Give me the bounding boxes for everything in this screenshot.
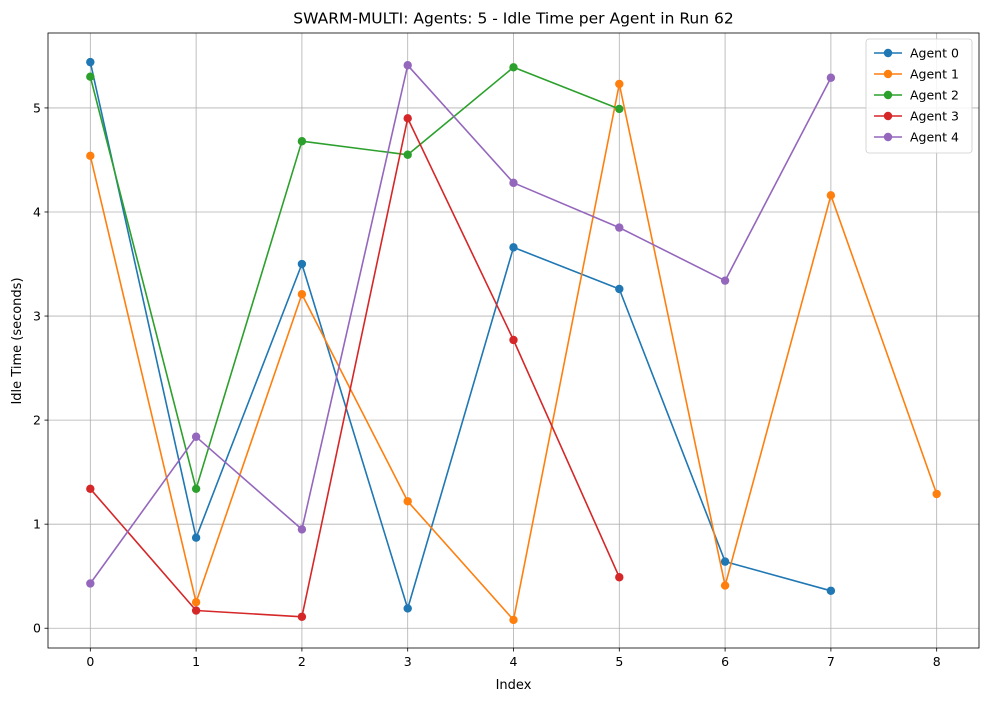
agent-0-point bbox=[509, 243, 518, 252]
agent-4-point bbox=[826, 73, 836, 82]
agent-0-point bbox=[826, 586, 836, 595]
series-agent-4 bbox=[86, 61, 836, 588]
y-tick-label: 3 bbox=[33, 309, 41, 324]
y-tick-label: 1 bbox=[33, 517, 41, 532]
agent-1-point bbox=[509, 615, 518, 625]
agent-4-point bbox=[191, 432, 201, 441]
x-tick-label: 2 bbox=[298, 654, 306, 669]
legend-label: Agent 1 bbox=[910, 67, 959, 82]
agent-0-point bbox=[403, 604, 412, 613]
agent-1-point bbox=[615, 79, 624, 89]
series-agent-3 bbox=[86, 114, 624, 621]
agent-0-point bbox=[191, 533, 201, 542]
series-agent-1 bbox=[86, 79, 941, 625]
legend-entry-agent-2: Agent 2 bbox=[874, 88, 959, 103]
axis-ticks: 0 1 2 3 4 5 6 7 8 0 1 2 3 4 5 bbox=[33, 100, 941, 669]
agent-1-point bbox=[720, 581, 730, 590]
legend-entry-agent-3: Agent 3 bbox=[874, 109, 959, 124]
x-tick-label: 5 bbox=[615, 654, 623, 669]
agent-0-point bbox=[297, 259, 307, 269]
agent-2-line bbox=[89, 66, 620, 490]
agent-4-point bbox=[297, 525, 307, 534]
chart-title: SWARM-MULTI: Agents: 5 - Idle Time per A… bbox=[293, 10, 733, 28]
agent-2-point bbox=[297, 137, 307, 146]
legend-swatch-marker bbox=[883, 132, 893, 142]
agent-3-point bbox=[509, 335, 518, 345]
agent-4-point bbox=[720, 276, 730, 285]
legend-swatch-marker bbox=[883, 111, 893, 121]
agent-1-point bbox=[826, 191, 836, 200]
agent-0-point bbox=[615, 284, 624, 294]
y-tick-label: 4 bbox=[33, 204, 41, 219]
agent-2-point bbox=[191, 484, 201, 493]
legend-swatch-marker bbox=[883, 90, 893, 100]
agent-1-point bbox=[191, 598, 201, 607]
x-tick-label: 7 bbox=[827, 654, 835, 669]
agent-3-point bbox=[403, 114, 412, 123]
y-axis-label: Idle Time (seconds) bbox=[10, 277, 25, 404]
legend: Agent 0 Agent 1 Agent 2 Agent 3 Agent 4 bbox=[865, 38, 973, 154]
agent-2-point bbox=[403, 150, 412, 159]
x-tick-label: 6 bbox=[721, 654, 729, 669]
agent-3-line bbox=[89, 117, 621, 618]
agent-0-line bbox=[89, 61, 832, 610]
legend-entry-agent-4: Agent 4 bbox=[874, 130, 959, 145]
x-tick-label: 8 bbox=[933, 654, 941, 669]
series-agent-2 bbox=[86, 63, 624, 493]
agent-2-point bbox=[615, 104, 624, 114]
legend-swatch-marker bbox=[883, 48, 893, 58]
legend-entry-agent-1: Agent 1 bbox=[874, 67, 959, 82]
agent-0-point bbox=[720, 557, 730, 566]
agent-3-point bbox=[615, 573, 624, 582]
y-tick-label: 5 bbox=[33, 100, 41, 115]
x-tick-label: 0 bbox=[86, 654, 94, 669]
agent-3-point bbox=[86, 484, 95, 493]
agent-2-point bbox=[86, 72, 95, 81]
agent-1-point bbox=[403, 497, 412, 506]
series-agent-0 bbox=[86, 57, 836, 613]
agent-3-point bbox=[297, 612, 307, 621]
legend-box bbox=[865, 38, 973, 154]
agent-4-point bbox=[403, 61, 412, 70]
agent-3-point bbox=[191, 606, 201, 615]
agent-4-point bbox=[509, 178, 518, 188]
x-axis-label: Index bbox=[496, 678, 532, 693]
legend-entry-agent-0: Agent 0 bbox=[874, 46, 959, 61]
agent-2-point bbox=[509, 63, 518, 72]
x-tick-label: 4 bbox=[510, 654, 518, 669]
agent-4-line bbox=[89, 64, 832, 584]
x-tick-label: 3 bbox=[404, 654, 412, 669]
series-layer bbox=[86, 57, 941, 625]
agent-4-point bbox=[615, 223, 624, 232]
legend-label: Agent 0 bbox=[910, 46, 959, 61]
x-tick-label: 1 bbox=[192, 654, 200, 669]
y-tick-label: 0 bbox=[33, 621, 41, 636]
agent-1-point bbox=[86, 151, 95, 160]
legend-label: Agent 4 bbox=[910, 130, 959, 145]
legend-label: Agent 2 bbox=[910, 88, 959, 103]
agent-1-point bbox=[932, 489, 941, 499]
agent-0-point bbox=[86, 57, 95, 67]
legend-swatch-marker bbox=[883, 69, 893, 79]
agent-4-point bbox=[86, 579, 95, 588]
agent-1-point bbox=[297, 289, 307, 299]
y-tick-label: 2 bbox=[33, 413, 41, 428]
legend-label: Agent 3 bbox=[910, 109, 959, 124]
